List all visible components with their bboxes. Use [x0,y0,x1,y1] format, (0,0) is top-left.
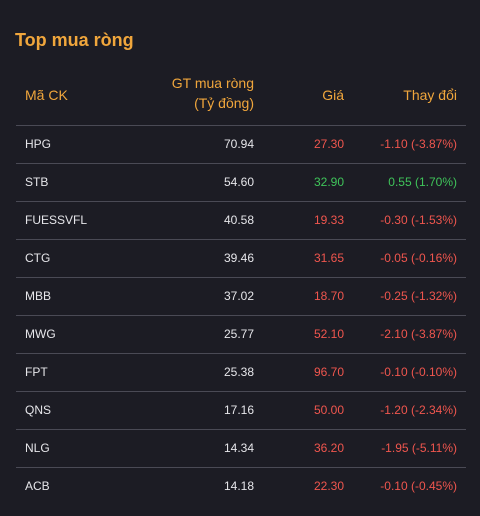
net-buy-value: 25.77 [223,327,254,341]
column-header-value-line2: (Tỷ đồng) [194,95,254,111]
stock-code: MWG [25,327,56,341]
net-buy-value: 17.16 [223,403,254,417]
stock-code: HPG [25,137,52,151]
stock-code: QNS [25,403,52,417]
table-body: HPG 70.94 27.30 -1.10 (-3.87%) STB 54.60 32.90… [16,126,466,505]
price: 27.30 [313,137,344,151]
table-row[interactable]: FPT 25.38 96.70 -0.10 (-0.10%) [16,354,466,392]
net-buy-value: 14.18 [223,479,254,493]
column-header-net-buy-value[interactable]: GT mua ròng (Tỷ đồng) [172,73,254,113]
table-row[interactable]: HPG 70.94 27.30 -1.10 (-3.87%) [16,126,466,164]
table-row[interactable]: FUESSVFL 40.58 19.33 -0.30 (-1.53%) [16,202,466,240]
change: -0.30 (-1.53%) [380,213,457,227]
price: 36.20 [313,441,344,455]
table-row[interactable]: QNS 17.16 50.00 -1.20 (-2.34%) [16,392,466,430]
price: 32.90 [313,175,344,189]
price: 22.30 [313,479,344,493]
net-buy-value: 70.94 [223,137,254,151]
change: -0.25 (-1.32%) [380,289,457,303]
stock-code: FPT [25,365,48,379]
net-buy-value: 54.60 [223,175,254,189]
net-buy-value: 14.34 [223,441,254,455]
price: 19.33 [313,213,344,227]
column-header-change[interactable]: Thay đổi [403,87,457,103]
change: -0.05 (-0.16%) [380,251,457,265]
stock-code: CTG [25,251,51,265]
net-buy-value: 37.02 [223,289,254,303]
price: 31.65 [313,251,344,265]
price: 52.10 [313,327,344,341]
table-header: Mã CK GT mua ròng (Tỷ đồng) Giá Thay đổi [16,72,466,126]
price: 18.70 [313,289,344,303]
widget-title: Top mua ròng [15,30,134,50]
price: 50.00 [313,403,344,417]
top-net-buy-table: Mã CK GT mua ròng (Tỷ đồng) Giá Thay đổi… [16,72,466,505]
column-header-code[interactable]: Mã CK [25,87,68,103]
price: 96.70 [313,365,344,379]
change: -1.95 (-5.11%) [381,441,457,455]
table-row[interactable]: MWG 25.77 52.10 -2.10 (-3.87%) [16,316,466,354]
table-row[interactable]: MBB 37.02 18.70 -0.25 (-1.32%) [16,278,466,316]
stock-code: NLG [25,441,50,455]
table-row[interactable]: ACB 14.18 22.30 -0.10 (-0.45%) [16,468,466,505]
change: -2.10 (-3.87%) [380,327,457,341]
table-row[interactable]: STB 54.60 32.90 0.55 (1.70%) [16,164,466,202]
net-buy-value: 25.38 [223,365,254,379]
table-row[interactable]: NLG 14.34 36.20 -1.95 (-5.11%) [16,430,466,468]
change: -0.10 (-0.10%) [380,365,457,379]
column-header-price[interactable]: Giá [322,87,344,103]
change: -0.10 (-0.45%) [380,479,457,493]
table-row[interactable]: CTG 39.46 31.65 -0.05 (-0.16%) [16,240,466,278]
net-buy-value: 40.58 [223,213,254,227]
change: -1.20 (-2.34%) [380,403,457,417]
stock-code: MBB [25,289,52,303]
change: 0.55 (1.70%) [388,175,457,189]
column-header-value-line1: GT mua ròng [171,75,254,91]
stock-code: FUESSVFL [25,213,88,227]
change: -1.10 (-3.87%) [380,137,457,151]
net-buy-value: 39.46 [223,251,254,265]
stock-code: ACB [25,479,50,493]
stock-code: STB [25,175,49,189]
